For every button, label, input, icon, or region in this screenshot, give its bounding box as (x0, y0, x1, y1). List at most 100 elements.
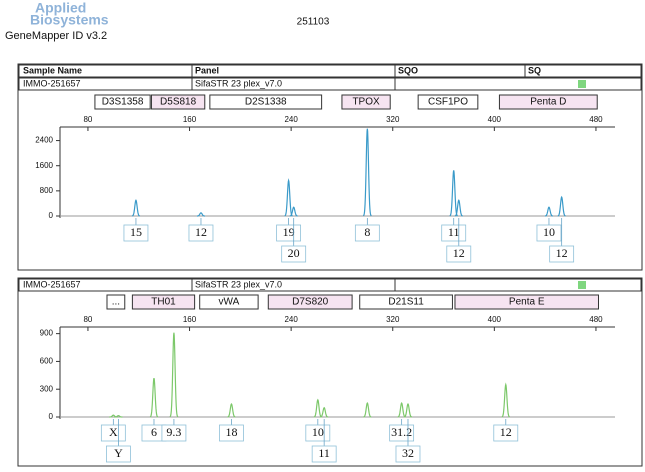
sample-row (18, 77, 642, 91)
panel-name: SifaSTR 23 plex_v7.0 (195, 279, 282, 289)
brand: Applied (35, 0, 86, 16)
allele-label: X (109, 425, 118, 439)
column-header: SQ (528, 65, 541, 75)
x-tick-label: 80 (83, 115, 92, 124)
peak (227, 402, 236, 418)
marker-name: D2S1338 (245, 97, 287, 108)
panel-frame (17, 63, 643, 271)
column-header: Panel (195, 65, 219, 75)
allele-label: 31.2 (391, 425, 412, 439)
peak (289, 206, 298, 217)
marker-bin (498, 94, 598, 110)
y-tick-label: 1600 (35, 161, 53, 170)
allele-box (188, 224, 214, 242)
sample-row (18, 278, 642, 292)
peak (397, 402, 406, 418)
peak (149, 377, 159, 418)
allele-label: 9.3 (166, 425, 181, 439)
brand: Biosystems (30, 12, 109, 28)
peak (196, 212, 205, 217)
peak (363, 402, 372, 418)
x-tick-label: 400 (488, 115, 502, 124)
allele-label: 12 (500, 425, 512, 439)
marker-name: TPOX (352, 97, 380, 108)
sample-name: IMMO-251657 (23, 279, 81, 289)
marker-bin (454, 294, 599, 310)
x-tick-label: 320 (386, 315, 400, 324)
marker-name: CSF1PO (428, 97, 468, 108)
x-tick-label: 240 (284, 315, 298, 324)
marker-name: Penta E (509, 297, 545, 308)
allele-label: 12 (453, 246, 465, 260)
x-tick-label: 160 (183, 315, 197, 324)
y-tick-label: 600 (40, 357, 54, 366)
y-tick-label: 0 (49, 412, 54, 421)
column-header: Sample Name (23, 65, 82, 75)
marker-name: Penta D (530, 97, 566, 108)
marker-name: TH01 (151, 297, 176, 308)
peak (284, 178, 293, 217)
marker-name: D5S818 (160, 97, 197, 108)
x-tick-label: 160 (183, 115, 197, 124)
y-tick-label: 900 (40, 329, 54, 338)
marker-name: vWA (219, 297, 240, 308)
y-tick-label: 300 (40, 384, 54, 393)
allele-box (123, 224, 149, 242)
marker-bin (209, 94, 323, 110)
allele-label: 12 (195, 225, 207, 239)
marker-bin (267, 294, 353, 310)
allele-box (161, 424, 187, 442)
allele-label: 20 (288, 246, 300, 260)
marker-name: D21S11 (388, 297, 424, 308)
panel-name: SifaSTR 23 plex_v7.0 (195, 78, 282, 88)
y-tick-label: 2400 (35, 136, 53, 145)
allele-label: 18 (225, 425, 237, 439)
peak (320, 406, 329, 418)
allele-label: 10 (312, 425, 324, 439)
peak (131, 199, 141, 217)
marker-bin (199, 294, 259, 310)
marker-bin (359, 294, 453, 310)
quality-flag (578, 80, 586, 88)
allele-label: 11 (448, 225, 460, 239)
allele-box (100, 424, 126, 442)
marker-bin (417, 94, 479, 110)
y-tick-label: 0 (49, 211, 54, 220)
allele-label: 19 (283, 225, 295, 239)
allele-box (441, 224, 467, 242)
peak (169, 332, 179, 418)
sample-name: IMMO-251657 (23, 78, 81, 88)
allele-label: Y (114, 446, 123, 460)
peak (501, 382, 510, 418)
allele-label: 8 (364, 225, 370, 239)
allele-box (219, 424, 244, 442)
x-tick-label: 320 (386, 115, 400, 124)
allele-box (276, 224, 302, 242)
x-tick-label: 240 (284, 115, 298, 124)
marker-bin (150, 94, 206, 110)
allele-box (106, 445, 131, 463)
allele-box (354, 224, 380, 242)
allele-label: 15 (130, 225, 142, 239)
x-tick-label: 480 (589, 315, 603, 324)
peak (362, 128, 372, 217)
peak (449, 170, 458, 217)
quality-flag (578, 281, 586, 289)
marker-name: ... (112, 297, 120, 308)
marker-bin (131, 294, 196, 310)
allele-label: 32 (402, 446, 414, 460)
peak (403, 402, 413, 418)
peak (557, 195, 566, 217)
marker-bin (341, 94, 391, 110)
peak (114, 415, 123, 418)
table-header (18, 64, 642, 78)
allele-box (446, 245, 472, 263)
allele-label: 10 (543, 225, 555, 239)
allele-box (311, 445, 337, 463)
panel-frame (17, 277, 643, 467)
marker-bin (94, 94, 151, 110)
allele-box (493, 424, 519, 442)
x-tick-label: 400 (488, 315, 502, 324)
